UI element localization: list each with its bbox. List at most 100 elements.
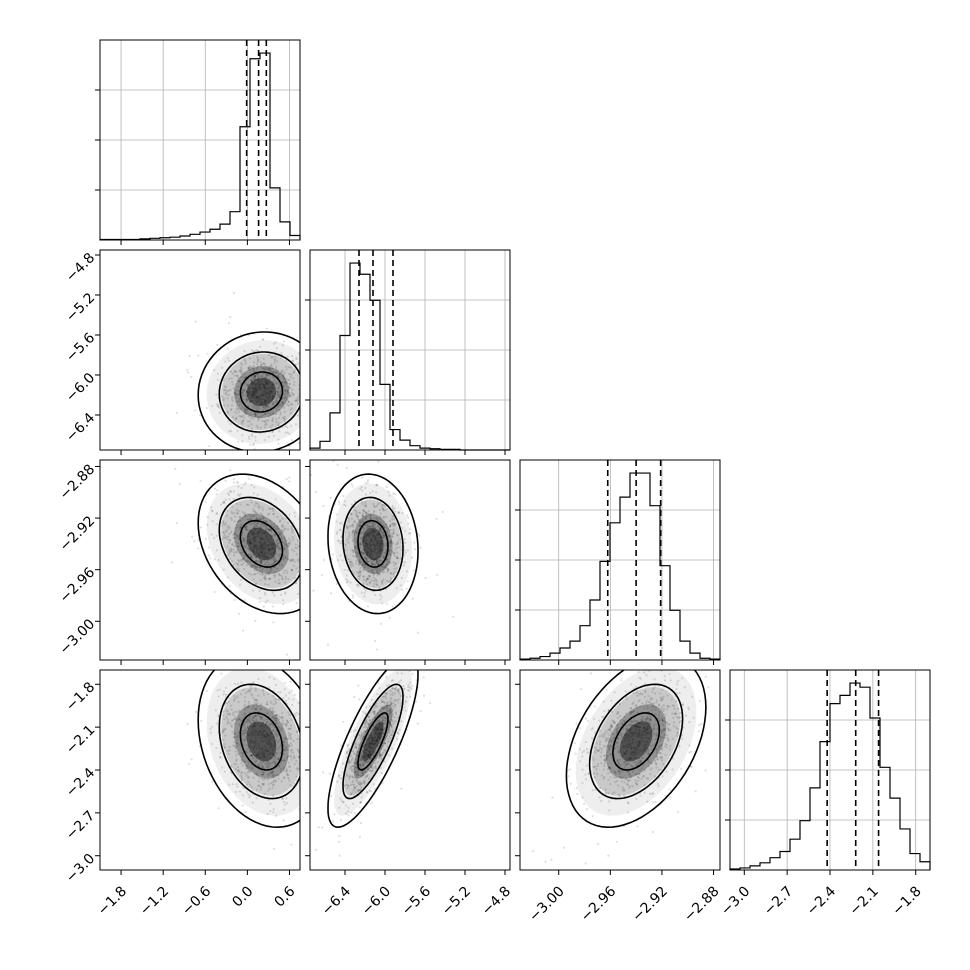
sample-point bbox=[255, 568, 258, 572]
sample-point bbox=[228, 548, 231, 551]
sample-point bbox=[253, 393, 256, 396]
sample-point bbox=[229, 517, 233, 520]
sample-point bbox=[289, 366, 292, 369]
sample-point bbox=[291, 529, 295, 532]
sample-point bbox=[283, 397, 286, 400]
sample-point bbox=[358, 572, 361, 575]
sample-point bbox=[199, 526, 203, 529]
sample-point bbox=[230, 550, 233, 553]
sample-point bbox=[334, 735, 336, 737]
sample-point bbox=[263, 384, 266, 387]
sample-point bbox=[278, 392, 282, 395]
sample-point bbox=[246, 541, 249, 544]
sample-point bbox=[376, 528, 380, 532]
sample-point bbox=[216, 343, 219, 346]
sample-point bbox=[372, 502, 375, 505]
sample-point bbox=[407, 666, 409, 668]
sample-point bbox=[779, 674, 781, 676]
sample-point bbox=[263, 558, 266, 562]
sample-point bbox=[245, 409, 249, 412]
sample-point bbox=[234, 537, 238, 540]
sample-point bbox=[149, 656, 151, 658]
sample-point bbox=[262, 516, 265, 519]
sample-point bbox=[332, 424, 334, 426]
sample-point bbox=[245, 539, 248, 542]
sample-point bbox=[275, 539, 279, 542]
sample-point bbox=[254, 524, 257, 527]
sample-point bbox=[374, 640, 377, 643]
sample-point bbox=[271, 417, 275, 420]
sample-point bbox=[263, 554, 266, 558]
sample-point bbox=[257, 532, 260, 535]
sample-point bbox=[241, 419, 245, 422]
sample-point bbox=[239, 519, 242, 522]
sample-point bbox=[294, 423, 298, 426]
sample-point bbox=[384, 565, 387, 568]
sample-point bbox=[266, 380, 269, 384]
sample-point bbox=[372, 511, 376, 514]
sample-point bbox=[249, 553, 252, 556]
sample-point bbox=[269, 507, 272, 510]
sample-point bbox=[351, 594, 354, 597]
sample-point bbox=[412, 569, 415, 572]
sample-point bbox=[259, 398, 262, 401]
sample-point bbox=[204, 501, 207, 504]
sample-point bbox=[266, 513, 270, 516]
sample-point bbox=[222, 501, 226, 504]
sample-point bbox=[265, 392, 268, 395]
sample-point bbox=[233, 540, 237, 544]
sample-point bbox=[282, 558, 285, 561]
sample-point bbox=[272, 558, 276, 561]
sample-point bbox=[353, 520, 356, 523]
sample-point bbox=[258, 570, 262, 573]
sample-point bbox=[273, 594, 276, 597]
sample-point bbox=[226, 554, 230, 557]
sample-point bbox=[274, 425, 277, 429]
sample-point bbox=[231, 372, 234, 375]
sample-point bbox=[250, 515, 253, 518]
sample-point bbox=[258, 396, 261, 399]
sample-point bbox=[257, 374, 260, 377]
sample-point bbox=[261, 338, 264, 341]
sample-point bbox=[349, 563, 352, 567]
sample-point bbox=[251, 366, 254, 369]
sample-point bbox=[304, 418, 306, 420]
sample-point bbox=[250, 483, 253, 487]
sample-point bbox=[245, 390, 248, 393]
sample-point bbox=[313, 538, 315, 540]
sample-point bbox=[320, 820, 322, 822]
sample-point bbox=[272, 554, 275, 557]
sample-point bbox=[336, 559, 339, 562]
sample-point bbox=[263, 538, 267, 541]
sample-point bbox=[216, 405, 219, 408]
sample-point bbox=[281, 599, 285, 602]
sample-point bbox=[264, 381, 268, 384]
sample-point bbox=[285, 398, 288, 401]
sample-point bbox=[258, 572, 262, 576]
sample-point bbox=[269, 413, 272, 417]
sample-point bbox=[408, 634, 410, 636]
sample-point bbox=[377, 563, 380, 566]
sample-point bbox=[286, 426, 289, 429]
sample-point bbox=[297, 352, 300, 355]
sample-point bbox=[288, 537, 291, 540]
sample-point bbox=[327, 505, 329, 507]
sample-point bbox=[221, 501, 224, 504]
sample-point bbox=[381, 553, 384, 557]
sample-point bbox=[257, 518, 260, 521]
sample-point bbox=[379, 559, 382, 562]
sample-point bbox=[249, 498, 253, 501]
sample-point bbox=[283, 410, 286, 413]
sample-point bbox=[382, 509, 385, 512]
sample-point bbox=[254, 436, 257, 439]
sample-point bbox=[207, 554, 210, 557]
sample-point bbox=[281, 402, 284, 405]
sample-point bbox=[258, 381, 262, 385]
contour-level-3 bbox=[197, 331, 300, 450]
sample-point bbox=[267, 543, 271, 547]
sample-point bbox=[229, 388, 232, 392]
sample-point bbox=[236, 429, 239, 433]
sample-point bbox=[250, 556, 253, 559]
sample-point bbox=[329, 496, 332, 500]
sample-point bbox=[286, 378, 290, 382]
